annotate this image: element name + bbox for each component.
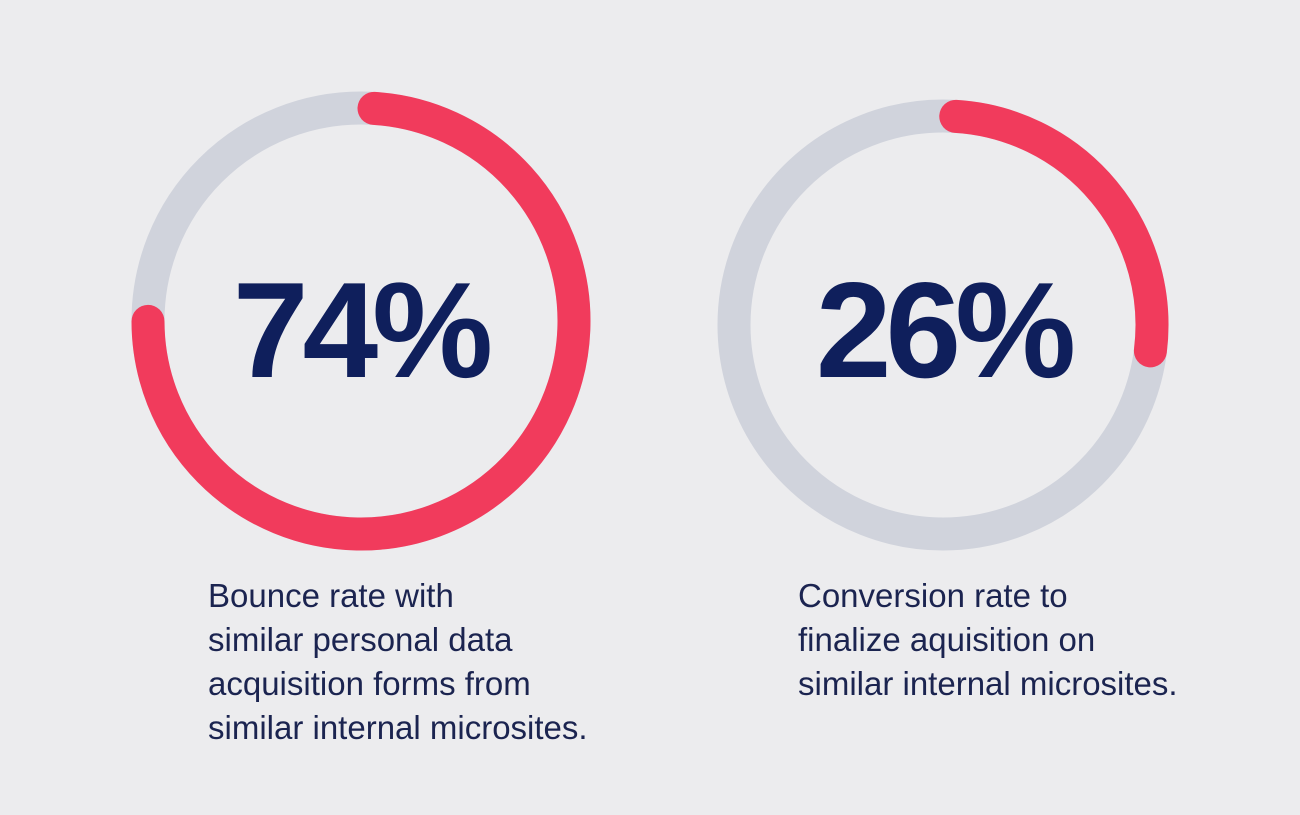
conversion-rate-stat: 26% Conversion rate to finalize aquisiti…: [650, 0, 1300, 815]
conversion-rate-value: 26%: [815, 254, 1076, 406]
caption-line: Conversion rate to: [798, 577, 1068, 614]
caption-line: finalize aquisition on: [798, 621, 1096, 658]
donut-progress-arc: [131, 91, 591, 551]
conversion-rate-donut: [717, 99, 1169, 551]
caption-line: acquisition forms from: [208, 665, 531, 702]
bounce-rate-stat: 74% Bounce rate with similar personal da…: [131, 91, 591, 750]
bounce-rate-value: 74%: [232, 254, 493, 406]
caption-line: Bounce rate with: [208, 577, 454, 614]
conversion-rate-caption: Conversion rate to finalize aquisition o…: [798, 574, 1178, 706]
caption-line: similar personal data: [208, 621, 513, 658]
bounce-rate-donut: [131, 91, 591, 551]
donut-progress-arc: [939, 99, 1169, 368]
bounce-rate-caption: Bounce rate with similar personal data a…: [208, 574, 588, 750]
caption-line: similar internal microsites.: [208, 709, 588, 746]
caption-line: similar internal microsites.: [798, 665, 1178, 702]
